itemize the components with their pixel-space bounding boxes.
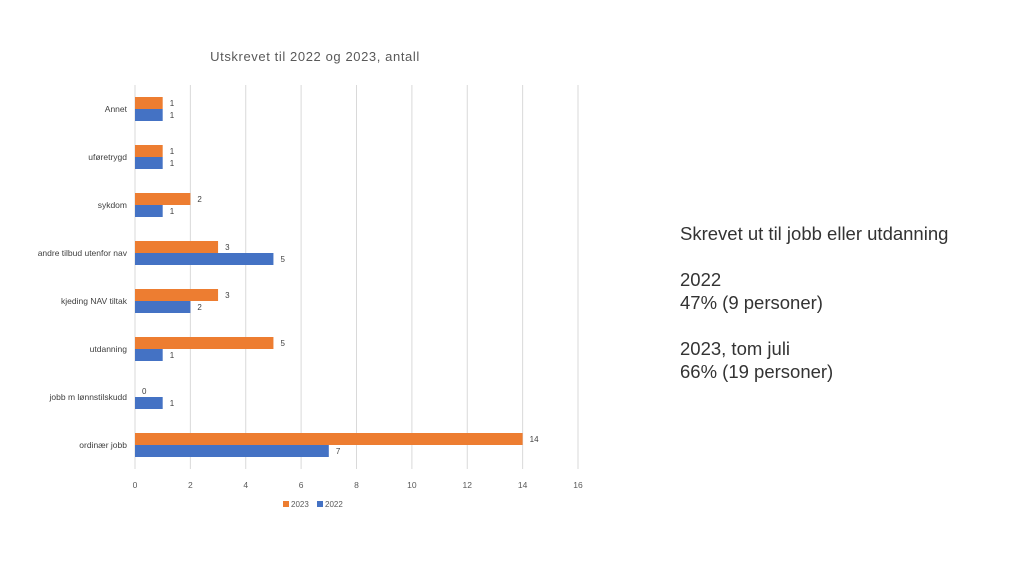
legend-swatch-2022 (317, 501, 323, 507)
x-tick-label: 14 (518, 480, 528, 490)
x-tick-label: 16 (573, 480, 583, 490)
legend-label-2023: 2023 (291, 500, 309, 509)
bar-2022-1 (135, 157, 163, 169)
category-label: kjeding NAV tiltak (61, 296, 128, 306)
x-tick-label: 2 (188, 480, 193, 490)
category-label: ordinær jobb (79, 440, 127, 450)
bar-2023-3 (135, 241, 219, 253)
data-label: 2 (197, 303, 202, 312)
data-label: 2 (197, 195, 202, 204)
data-label: 3 (225, 243, 230, 252)
bar-2023-2 (135, 193, 191, 205)
summary-year-2023-label: 2023, tom juli (680, 338, 791, 359)
x-tick-label: 4 (243, 480, 248, 490)
x-tick-label: 12 (463, 480, 473, 490)
bar-2022-3 (135, 253, 274, 265)
category-label: utdanning (90, 344, 128, 354)
summary-panel: Skrevet ut til jobb eller utdanning 2022… (680, 222, 1010, 383)
category-label: jobb m lønnstilskudd (49, 392, 128, 402)
bar-2023-0 (135, 97, 163, 109)
x-tick-label: 10 (407, 480, 417, 490)
bar-2023-5 (135, 337, 274, 349)
data-label: 1 (170, 351, 175, 360)
data-label: 0 (142, 387, 147, 396)
data-label: 3 (225, 291, 230, 300)
x-tick-label: 8 (354, 480, 359, 490)
category-label: andre tilbud utenfor nav (38, 248, 128, 258)
category-label: Annet (105, 104, 128, 114)
bar-2022-6 (135, 397, 163, 409)
legend-swatch-2023 (283, 501, 289, 507)
bar-2022-0 (135, 109, 163, 121)
summary-heading: Skrevet ut til jobb eller utdanning (680, 223, 949, 244)
data-label: 1 (170, 111, 175, 120)
bar-2022-5 (135, 349, 163, 361)
data-label: 1 (170, 207, 175, 216)
bar-2023-1 (135, 145, 163, 157)
legend-label-2022: 2022 (325, 500, 343, 509)
data-label: 5 (280, 339, 285, 348)
bar-chart: Utskrevet til 2022 og 2023, antall 0 2 4 6 8… (38, 49, 583, 509)
data-label: 14 (530, 435, 539, 444)
summary-year-2022-label: 2022 (680, 269, 722, 290)
data-label: 5 (280, 255, 285, 264)
bar-2022-7 (135, 445, 329, 457)
x-tick-label: 0 (133, 480, 138, 490)
data-label: 1 (170, 99, 175, 108)
summary-year-2023-value: 66% (19 personer) (680, 361, 834, 382)
category-label: uføretrygd (88, 152, 127, 162)
data-label: 1 (170, 399, 175, 408)
data-label: 1 (170, 147, 175, 156)
bar-2023-7 (135, 433, 523, 445)
data-label: 1 (170, 159, 175, 168)
data-label: 7 (336, 447, 341, 456)
chart-title: Utskrevet til 2022 og 2023, antall (210, 49, 420, 64)
bar-2023-4 (135, 289, 219, 301)
x-tick-label: 6 (299, 480, 304, 490)
summary-year-2022-value: 47% (9 personer) (680, 292, 823, 313)
bar-2022-2 (135, 205, 163, 217)
category-label: sykdom (98, 200, 127, 210)
bar-2022-4 (135, 301, 191, 313)
